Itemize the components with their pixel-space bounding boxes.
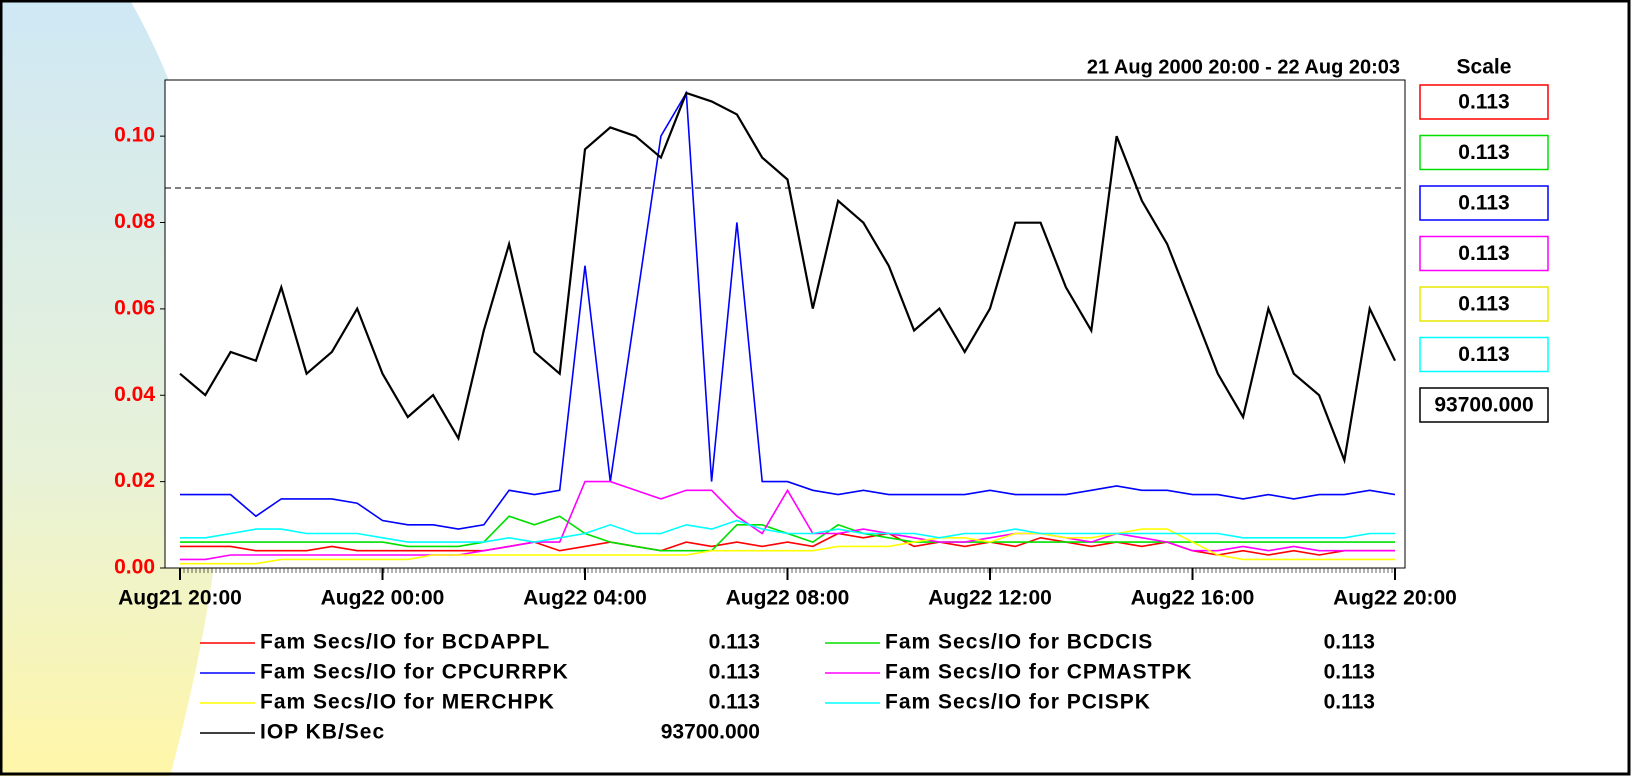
scale-box [1419,387,1549,423]
x-tick-label: Aug22 00:00 [321,587,445,610]
scale-box [1419,134,1549,171]
series-line [180,528,1395,565]
legend-scale: 0.113 [709,631,760,654]
x-tick-label: Aug22 12:00 [928,587,1052,610]
scale-box [1419,235,1549,272]
legend-scale: 0.113 [1324,691,1375,714]
x-tick-label: Aug22 08:00 [726,587,850,610]
scale-value: 0.113 [1458,343,1509,366]
x-tick-label: Aug22 04:00 [523,587,647,610]
legend-label: IOP KB/Sec [260,721,385,744]
y-tick-label: 0.10 [114,124,155,147]
y-tick-label: 0.02 [114,469,155,492]
legend-label: Fam Secs/IO for CPCURRPK [260,661,569,684]
y-tick-label: 0.06 [114,296,155,319]
scale-box [1419,84,1549,120]
x-tick-label: Aug22 20:00 [1333,587,1457,610]
series-line [180,519,1395,543]
scale-box [1419,185,1549,221]
scale-box [1419,286,1549,322]
scale-value: 93700.000 [1434,394,1533,417]
y-tick-label: 0.08 [114,210,155,233]
scale-value: 0.113 [1458,192,1509,215]
scale-box [1419,336,1549,373]
y-tick-label: 0.00 [114,556,155,579]
series-line [180,480,1395,561]
date-range: 21 Aug 2000 20:00 - 22 Aug 20:03 [1087,56,1400,78]
legend-label: Fam Secs/IO for MERCHPK [260,691,555,714]
legend-scale: 0.113 [1324,661,1375,684]
legend-label: Fam Secs/IO for BCDAPPL [260,631,550,654]
legend-label: Fam Secs/IO for BCDCIS [885,631,1153,654]
legend-scale: 0.113 [709,661,760,684]
scale-value: 0.113 [1458,293,1509,316]
legend-label: Fam Secs/IO for PCISPK [885,691,1151,714]
y-tick-label: 0.04 [114,383,155,406]
legend-scale: 0.113 [709,691,760,714]
scale-value: 0.113 [1458,242,1509,265]
x-tick-label: Aug22 16:00 [1131,587,1255,610]
scale-value: 0.113 [1458,91,1509,114]
scale-value: 0.113 [1458,141,1509,164]
legend-label: Fam Secs/IO for CPMASTPK [885,661,1193,684]
series-line [180,90,1396,530]
x-tick-label: Aug21 20:00 [118,587,242,610]
series-line [179,91,1396,465]
legend-scale: 93700.000 [661,721,760,744]
legend-scale: 0.113 [1324,631,1375,654]
scale-title: Scale [1457,56,1512,79]
